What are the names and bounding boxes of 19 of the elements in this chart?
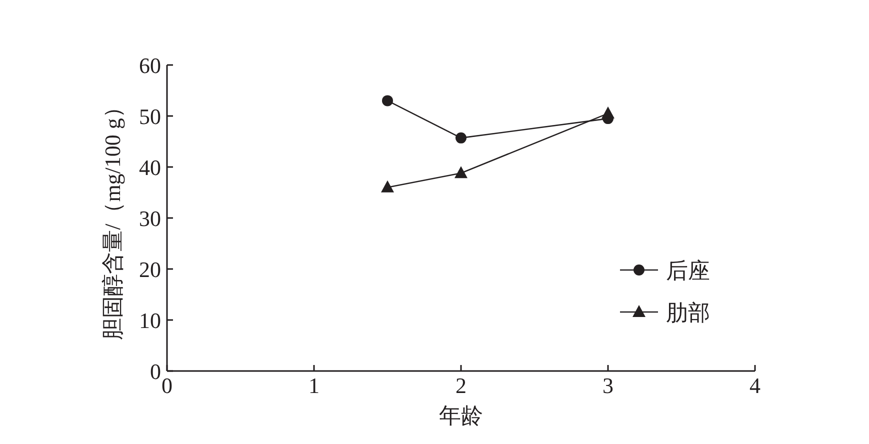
y-axis-title: 胆固醇含量/（mg/100 g） [100,96,125,340]
y-tick-label: 50 [139,104,161,129]
point [454,166,468,178]
point [381,180,394,192]
x-axis-title: 年龄 [439,403,483,428]
point [456,132,466,144]
point [602,106,614,118]
x-tick-label: 3 [602,373,614,398]
y-tick-label: 20 [139,257,161,282]
x-tick-label: 1 [308,373,320,398]
point [382,95,393,106]
x-tick-label: 4 [750,373,760,398]
y-tick-label: 40 [139,155,161,180]
y-tick-label: 60 [139,53,161,78]
y-tick-label: 10 [139,308,161,333]
legend-label: 后座 [666,258,710,283]
x-tick-label: 2 [456,373,466,398]
y-tick-label: 30 [139,206,161,231]
legend-label: 肋部 [666,300,710,325]
